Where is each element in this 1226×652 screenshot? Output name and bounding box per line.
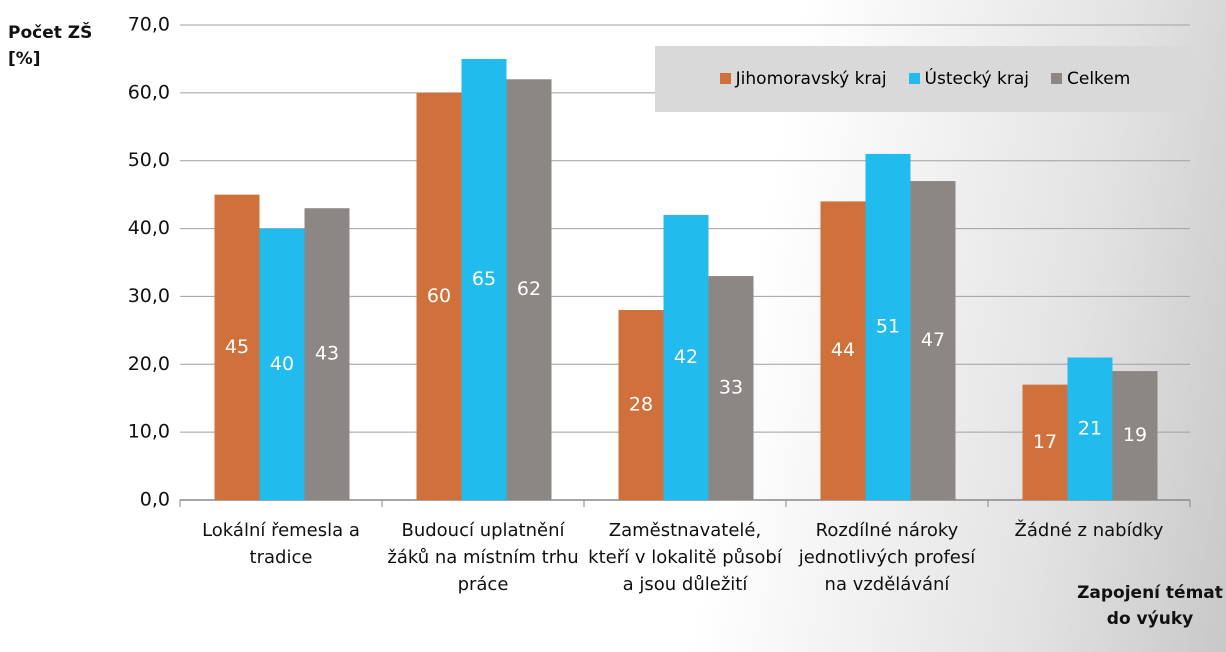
x-tick-label: Rozdílné nároky jednotlivých profesí na … — [798, 520, 976, 595]
legend-label: Celkem — [1067, 69, 1131, 89]
y-tick-label: 30,0 — [128, 285, 170, 307]
bar — [304, 208, 350, 500]
value-label: 19 — [1123, 424, 1147, 446]
bar — [1022, 384, 1068, 500]
value-label: 43 — [315, 343, 339, 365]
legend-label: Ústecký kraj — [924, 69, 1029, 89]
y-axis-title: Počet ZŠ [%] — [8, 23, 93, 69]
value-label: 45 — [225, 336, 249, 358]
legend-item: Celkem — [1051, 69, 1130, 89]
value-label: 44 — [831, 339, 855, 361]
bar — [259, 228, 305, 501]
x-tick-label: Budoucí uplatnění žáků na místním trhu p… — [387, 520, 579, 595]
value-label: 33 — [719, 377, 743, 399]
value-label: 47 — [921, 329, 945, 351]
x-tick-label: Lokální řemesla a tradice — [202, 520, 360, 568]
value-label: 62 — [517, 278, 541, 300]
legend-swatch — [908, 73, 920, 84]
bar — [820, 201, 866, 500]
y-tick-label: 20,0 — [128, 353, 170, 375]
bar — [1067, 357, 1113, 500]
bar — [416, 92, 462, 500]
y-tick-label: 0,0 — [140, 489, 170, 511]
y-tick-label: 60,0 — [128, 81, 170, 103]
x-tick-label: Žádné z nabídky — [1014, 520, 1164, 541]
value-label: 42 — [674, 346, 698, 368]
value-label: 17 — [1033, 431, 1057, 453]
bar — [461, 58, 507, 501]
bar — [1112, 371, 1158, 500]
legend-swatch — [719, 73, 731, 84]
value-label: 28 — [629, 394, 653, 416]
legend-label: Jihomoravský kraj — [735, 69, 887, 89]
y-tick-label: 70,0 — [128, 14, 170, 36]
y-tick-label: 40,0 — [128, 217, 170, 239]
bar — [618, 310, 664, 500]
bar — [663, 215, 709, 500]
legend-item: Ústecký kraj — [908, 69, 1029, 89]
legend: Jihomoravský kraj Ústecký kraj Celkem — [655, 46, 1195, 112]
bar — [506, 79, 552, 501]
bar — [214, 194, 260, 500]
bar — [865, 153, 911, 500]
y-tick-label: 50,0 — [128, 149, 170, 171]
legend-swatch — [1051, 73, 1062, 84]
x-axis-title: Zapojení témat do výuky — [1077, 583, 1223, 629]
value-label: 51 — [876, 315, 900, 337]
y-tick-label: 10,0 — [128, 421, 170, 443]
bar — [708, 276, 754, 500]
value-label: 60 — [427, 285, 451, 307]
legend-item: Jihomoravský kraj — [719, 69, 887, 89]
x-tick-label: Zaměstnavatelé, kteří v lokalitě působí … — [588, 520, 782, 595]
bar — [910, 181, 956, 501]
value-label: 65 — [472, 268, 496, 290]
value-label: 40 — [270, 353, 294, 375]
value-label: 21 — [1078, 417, 1102, 439]
